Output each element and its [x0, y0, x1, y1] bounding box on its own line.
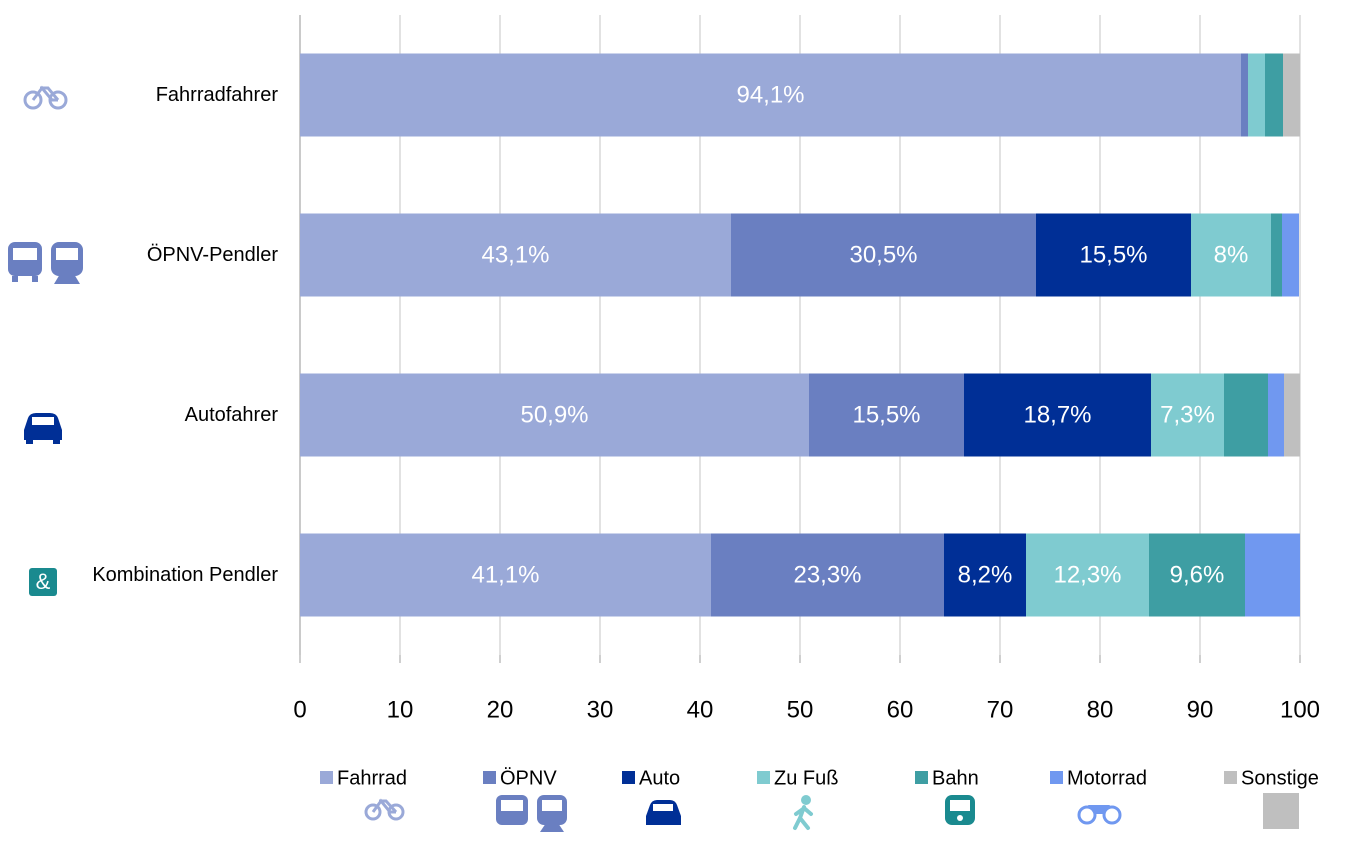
- data-label: 15,5%: [852, 401, 920, 428]
- category-label: Autofahrer: [184, 404, 278, 426]
- legend-label: Motorrad: [1067, 767, 1147, 789]
- bar-segment: [1268, 373, 1284, 457]
- x-tick-label: 100: [1280, 696, 1320, 723]
- train-icon: [51, 242, 83, 284]
- bar-segment: [944, 533, 1026, 617]
- legend-swatch: [1224, 771, 1237, 784]
- bar-segment: [1282, 213, 1299, 297]
- bar-segment: [1151, 373, 1224, 457]
- bus-icon: [496, 795, 528, 825]
- other-icon: [1263, 793, 1299, 829]
- legend-swatch: [1050, 771, 1063, 784]
- legend-label: Sonstige: [1241, 767, 1319, 789]
- data-label: 30,5%: [849, 241, 917, 268]
- bar-segment: [1284, 373, 1300, 457]
- legend-label: Bahn: [932, 767, 979, 789]
- bar-segment: [1265, 53, 1283, 137]
- category-label: ÖPNV-Pendler: [146, 244, 278, 266]
- bike-icon: [23, 85, 68, 110]
- icons: &: [8, 85, 1299, 832]
- bar-segment: [1026, 533, 1149, 617]
- bar-segment: [1149, 533, 1245, 617]
- bike-icon: [364, 798, 405, 821]
- bar-segment: [300, 533, 711, 617]
- legend-swatch: [915, 771, 928, 784]
- bar-segment: [1283, 53, 1300, 137]
- rail-icon: [945, 795, 975, 825]
- legend-label: Zu Fuß: [774, 767, 838, 789]
- x-tick-label: 70: [987, 696, 1014, 723]
- combo-icon-glyph: &: [36, 569, 51, 594]
- x-tick-label: 10: [387, 696, 414, 723]
- data-label: 94,1%: [736, 81, 804, 108]
- x-tick-label: 90: [1187, 696, 1214, 723]
- combo-icon: [29, 568, 57, 596]
- bar-segment: [964, 373, 1151, 457]
- data-label: 41,1%: [471, 561, 539, 588]
- data-label: 23,3%: [793, 561, 861, 588]
- x-tick-label: 0: [293, 696, 306, 723]
- bar-segment: [711, 533, 944, 617]
- car-icon: [646, 800, 681, 825]
- legend-swatch: [757, 771, 770, 784]
- legend-swatch: [483, 771, 496, 784]
- bar-segment: [1271, 213, 1282, 297]
- bar-segment: [1241, 53, 1248, 137]
- bar-segment: [1036, 213, 1191, 297]
- bar-segment: [1248, 53, 1265, 137]
- car-icon: [24, 413, 62, 444]
- legend-label: Auto: [639, 767, 680, 789]
- x-tick-label: 60: [887, 696, 914, 723]
- legend-swatch: [622, 771, 635, 784]
- x-tick-label: 40: [687, 696, 714, 723]
- walk-icon: [793, 795, 813, 830]
- data-label: 15,5%: [1079, 241, 1147, 268]
- x-tick-label: 20: [487, 696, 514, 723]
- category-label: Fahrradfahrer: [155, 84, 278, 106]
- bar-segment: [731, 213, 1036, 297]
- x-tick-label: 50: [787, 696, 814, 723]
- train-icon: [537, 795, 567, 832]
- bar-segment: [809, 373, 964, 457]
- legend-label: Fahrrad: [337, 767, 407, 789]
- x-tick-label: 80: [1087, 696, 1114, 723]
- data-label: 8%: [1214, 241, 1249, 268]
- x-tick-label: 30: [587, 696, 614, 723]
- bar-segment: [1245, 533, 1300, 617]
- data-label: 12,3%: [1053, 561, 1121, 588]
- bar-segment: [300, 213, 731, 297]
- legend-swatch: [320, 771, 333, 784]
- data-label: 8,2%: [958, 561, 1013, 588]
- bar-segment: [300, 373, 809, 457]
- data-label: 18,7%: [1023, 401, 1091, 428]
- data-label: 7,3%: [1160, 401, 1215, 428]
- data-label: 9,6%: [1170, 561, 1225, 588]
- data-label: 50,9%: [520, 401, 588, 428]
- bar-segment: [300, 53, 1241, 137]
- bar-segment: [1191, 213, 1271, 297]
- bus-icon: [8, 242, 42, 282]
- data-label: 43,1%: [481, 241, 549, 268]
- category-label: Kombination Pendler: [92, 564, 278, 586]
- legend-label: ÖPNV: [500, 767, 557, 789]
- bar-segment: [1224, 373, 1268, 457]
- motorbike-icon: [1077, 805, 1122, 825]
